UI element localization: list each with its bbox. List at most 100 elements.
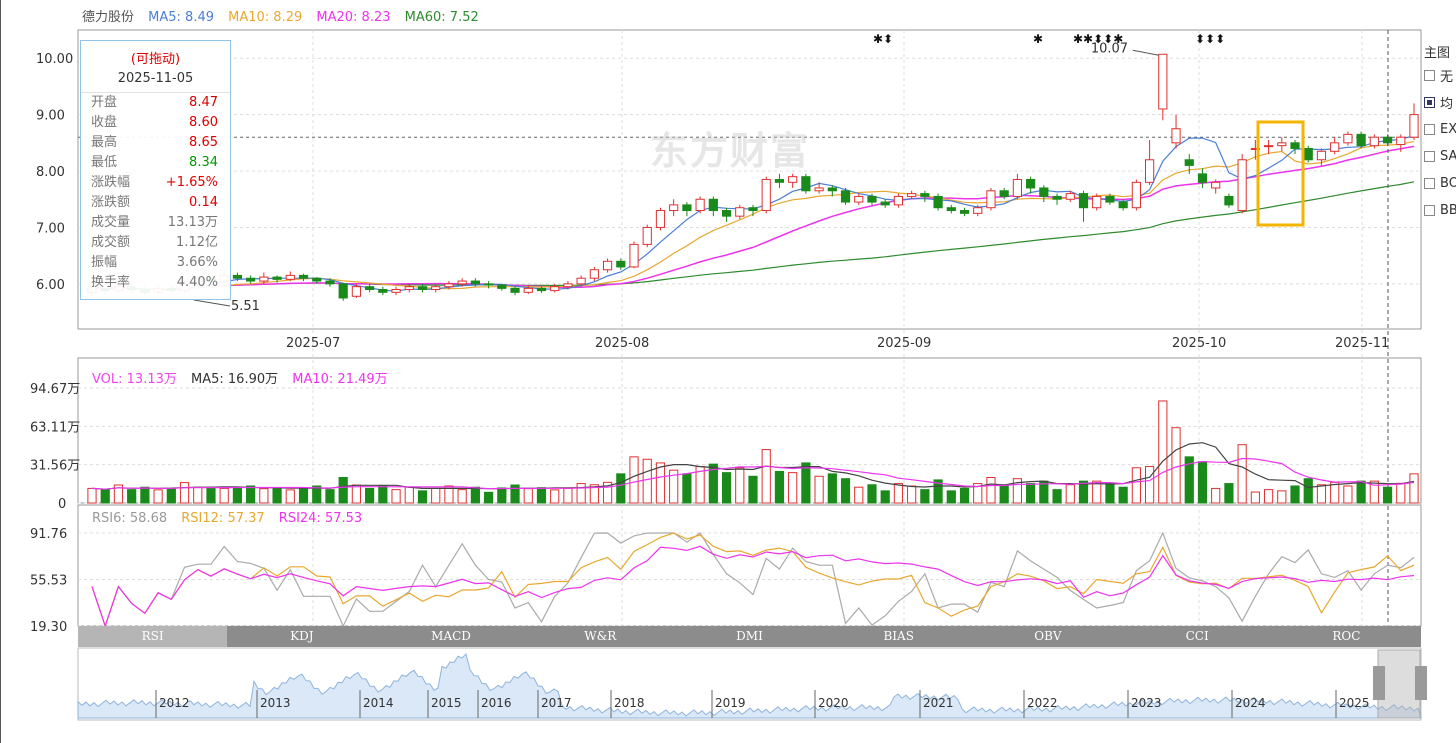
volume-bar [338,476,348,504]
date-tick-label: 2025-07 [286,336,340,351]
volume-bar [748,475,758,504]
indicator-tabs: RSI KDJ MACD W&R DMI BIAS OBV CCI ROC [78,626,1421,647]
volume-bar [298,487,309,504]
checkbox[interactable] [1424,124,1435,135]
candle-body [259,276,269,282]
checkbox[interactable] [1424,205,1435,216]
candle-body [735,207,745,217]
rsi24-line [91,545,1415,628]
main-chart-option[interactable]: SA [1424,143,1456,170]
main-chart-option[interactable]: 均 [1424,89,1456,116]
candle-body [616,260,626,268]
volume-bar [669,469,679,504]
volume-bar [497,487,507,504]
volume-bar [1026,483,1036,504]
tab-roc[interactable]: ROC [1332,629,1361,643]
candle-body [840,190,851,203]
candle-body [999,190,1009,197]
volume-tick-label: 0 [58,497,66,512]
tab-dmi[interactable]: DMI [736,629,763,643]
volume-bar [1343,485,1353,504]
candle-body [867,195,877,203]
volume-bar [312,485,322,504]
volume-bar [100,489,110,504]
candle-body [378,289,388,293]
candle-body [642,226,652,245]
rsi6-legend: RSI6: 58.68 [92,511,168,526]
rsi-tick-label: 19.30 [30,620,67,635]
tab-bias[interactable]: BIAS [883,629,914,643]
candle-body [457,280,467,285]
tooltip-key: 成交额 [91,235,131,250]
main-chart-option[interactable]: EX [1424,116,1456,143]
volume-bar [1237,444,1247,504]
volume-bar [272,487,282,504]
rsi-tick-label: 55.53 [30,574,67,589]
candle-body [959,210,970,214]
candle-body [1052,195,1062,200]
volume-bar [87,487,97,504]
volume-bar [1409,473,1419,504]
navigator-year-label: 2021 [923,696,954,710]
price-tooltip[interactable]: (可拖动) 2025-11-05 开盘 8.47 收盘 8.60 最高 8.65 最低 8.3… [80,40,231,300]
tooltip-value: 1.12亿 [176,235,218,250]
volume-bar [391,489,401,504]
option-label: BB [1440,203,1456,218]
main-panel-frame [77,29,1422,330]
checkbox[interactable] [1424,151,1435,162]
candle-body [827,187,837,192]
tooltip-row: 最低 8.34 [81,153,230,173]
volume-bar [1065,484,1075,504]
candle-body [1171,128,1181,144]
volume-bar [179,482,190,504]
candle-body [1409,114,1419,138]
price-tick-label: 6.00 [36,278,65,293]
navigator-history-area [77,653,1422,719]
candle-body [1343,133,1353,144]
tooltip-row: 成交量 13.13万 [81,213,230,233]
tooltip-key: 涨跌幅 [91,175,131,190]
candle-body [417,286,428,291]
candle-body [497,284,507,289]
main-chart-option[interactable]: BB [1424,197,1456,224]
ma10-legend: MA10: 8.29 [228,10,303,25]
navigator-year-label: 2015 [431,696,462,710]
volume-bar [761,449,771,504]
event-marker: ⬍⬍⬍ [1195,32,1225,46]
volume-bar [457,489,467,504]
checkbox[interactable] [1424,178,1435,189]
navigator-year-label: 2016 [481,696,512,710]
candle-body [1237,159,1247,212]
candle-body [1092,195,1102,209]
candle-body [365,286,375,291]
tab-kdj[interactable]: KDJ [290,629,314,643]
volume-bar [153,489,163,504]
tooltip-value: 0.14 [189,195,218,210]
volume-bar [1118,486,1128,504]
checkbox[interactable] [1424,97,1435,108]
volume-bar [285,489,295,504]
navigator-year-label: 2018 [614,696,645,710]
tab-rsi[interactable]: RSI [78,626,228,647]
tab-cci[interactable]: CCI [1185,629,1209,643]
volume-bar [814,475,824,504]
navigator-year-label: 2019 [715,696,746,710]
volume-bar [351,484,361,504]
option-label: 均 [1440,97,1454,112]
main-chart-option[interactable]: 无 [1424,62,1456,89]
tab-macd[interactable]: MACD [431,629,471,643]
checkbox[interactable] [1424,70,1435,81]
volume-bar [1012,478,1022,504]
tooltip-key: 涨跌额 [91,195,131,210]
volume-bar [510,484,520,504]
tab-wr[interactable]: W&R [584,629,617,643]
candle-body [1197,173,1208,183]
volume-bar [536,487,547,504]
price-tick-label: 7.00 [36,221,65,236]
main-chart-option[interactable]: BO [1424,170,1456,197]
volume-bar [682,473,692,504]
candle-body [880,201,890,206]
tab-obv[interactable]: OBV [1034,629,1062,643]
volume-bar [616,473,626,504]
